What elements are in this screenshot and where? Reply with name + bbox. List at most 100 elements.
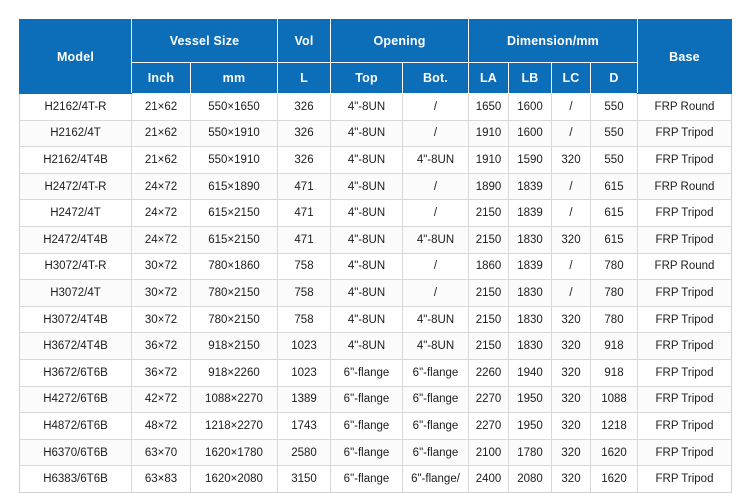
cell-base: FRP Tripod xyxy=(637,146,732,174)
cell-d: 1620 xyxy=(590,465,638,493)
cell-opening-bot: 6"-flange xyxy=(402,438,469,467)
cell-vol: 1743 xyxy=(277,412,331,440)
cell-mm: 780×2150 xyxy=(190,279,278,307)
cell-opening-top: 4"-8UN xyxy=(330,225,403,254)
cell-inch: 36×72 xyxy=(131,358,191,387)
cell-base: FRP Tripod xyxy=(637,119,732,148)
cell-inch: 36×72 xyxy=(131,332,191,360)
header-dimension: Dimension/mm xyxy=(468,19,638,63)
cell-base: FRP Tripod xyxy=(637,279,732,307)
cell-vol: 758 xyxy=(277,279,331,307)
cell-opening-bot: 6"-flange xyxy=(402,358,469,387)
cell-d: 1218 xyxy=(590,412,638,440)
cell-lb: 1839 xyxy=(508,172,552,201)
cell-model: H6370/6T6B xyxy=(19,438,132,467)
cell-lc: 320 xyxy=(551,332,591,360)
cell-model: H4872/6T6B xyxy=(19,412,132,440)
table-header: Model Vessel Size Vol Opening Dimension/… xyxy=(19,19,732,94)
cell-opening-top: 6"-flange xyxy=(330,385,403,414)
cell-inch: 63×83 xyxy=(131,465,191,493)
cell-mm: 550×1910 xyxy=(190,119,278,148)
cell-la: 1910 xyxy=(468,119,509,148)
header-la: LA xyxy=(468,62,509,94)
cell-opening-top: 6"-flange xyxy=(330,412,403,440)
cell-model: H2472/4T-R xyxy=(19,172,132,201)
cell-vol: 3150 xyxy=(277,465,331,493)
table-row: H2162/4T 21×62 550×1910 326 4"-8UN/1910 1600/… xyxy=(19,119,732,148)
cell-inch: 21×62 xyxy=(131,119,191,148)
cell-inch: 30×72 xyxy=(131,279,191,307)
cell-inch: 24×72 xyxy=(131,225,191,254)
cell-opening-bot: / xyxy=(402,199,469,227)
cell-lb: 1940 xyxy=(508,358,552,387)
cell-opening-bot: / xyxy=(402,279,469,307)
cell-d: 1088 xyxy=(590,385,638,414)
cell-model: H3072/4T xyxy=(19,279,132,307)
cell-base: FRP Round xyxy=(637,252,732,281)
cell-la: 2150 xyxy=(468,225,509,254)
cell-opening-top: 4"-8UN xyxy=(330,146,403,174)
cell-la: 2150 xyxy=(468,199,509,227)
cell-mm: 615×2150 xyxy=(190,225,278,254)
header-vol: Vol xyxy=(277,19,331,63)
table-row: H3072/4T 30×72 780×2150 758 4"-8UN/2150 1830/… xyxy=(19,279,732,307)
table-row: H2162/4T-R 21×62 550×1650 326 4"-8UN/1650 160… xyxy=(19,93,732,121)
header-base: Base xyxy=(637,19,732,94)
cell-inch: 21×62 xyxy=(131,146,191,174)
cell-model: H4272/6T6B xyxy=(19,385,132,414)
cell-model: H3072/4T-R xyxy=(19,252,132,281)
cell-la: 2100 xyxy=(468,438,509,467)
header-opening-top: Top xyxy=(330,62,403,94)
cell-lc: 320 xyxy=(551,438,591,467)
vessel-specification-table: Model Vessel Size Vol Opening Dimension/… xyxy=(19,19,732,493)
cell-la: 2260 xyxy=(468,358,509,387)
cell-mm: 550×1910 xyxy=(190,146,278,174)
cell-opening-top: 4"-8UN xyxy=(330,172,403,201)
cell-lc: / xyxy=(551,252,591,281)
cell-lc: / xyxy=(551,119,591,148)
cell-inch: 30×72 xyxy=(131,305,191,334)
cell-la: 1860 xyxy=(468,252,509,281)
table-row: H2472/4T-R 24×72 615×1890 471 4"-8UN/1890 183… xyxy=(19,172,732,201)
cell-d: 918 xyxy=(590,332,638,360)
cell-opening-bot: / xyxy=(402,252,469,281)
cell-lb: 1830 xyxy=(508,305,552,334)
cell-opening-bot: 6"-flange/ xyxy=(402,465,469,493)
cell-opening-bot: / xyxy=(402,172,469,201)
cell-mm: 550×1650 xyxy=(190,93,278,121)
cell-la: 2150 xyxy=(468,279,509,307)
cell-model: H3672/4T4B xyxy=(19,332,132,360)
cell-mm: 615×1890 xyxy=(190,172,278,201)
cell-inch: 42×72 xyxy=(131,385,191,414)
cell-mm: 1620×1780 xyxy=(190,438,278,467)
cell-la: 1910 xyxy=(468,146,509,174)
cell-lb: 1950 xyxy=(508,385,552,414)
cell-la: 2270 xyxy=(468,385,509,414)
cell-lc: / xyxy=(551,199,591,227)
cell-inch: 21×62 xyxy=(131,93,191,121)
cell-opening-bot: / xyxy=(402,119,469,148)
cell-opening-bot: 6"-flange xyxy=(402,385,469,414)
cell-opening-top: 4"-8UN xyxy=(330,119,403,148)
header-lc: LC xyxy=(551,62,591,94)
cell-base: FRP Tripod xyxy=(637,332,732,360)
cell-model: H2162/4T-R xyxy=(19,93,132,121)
cell-opening-top: 4"-8UN xyxy=(330,332,403,360)
header-lb: LB xyxy=(508,62,552,94)
cell-model: H3672/6T6B xyxy=(19,358,132,387)
cell-opening-top: 4"-8UN xyxy=(330,279,403,307)
cell-model: H2162/4T4B xyxy=(19,146,132,174)
cell-model: H2162/4T xyxy=(19,119,132,148)
cell-inch: 30×72 xyxy=(131,252,191,281)
cell-mm: 918×2150 xyxy=(190,332,278,360)
cell-vol: 471 xyxy=(277,199,331,227)
cell-mm: 780×2150 xyxy=(190,305,278,334)
cell-mm: 1088×2270 xyxy=(190,385,278,414)
table-row: H2162/4T4B 21×62 550×1910 326 4"-8UN 4"-8UN 19… xyxy=(19,146,732,174)
cell-d: 780 xyxy=(590,305,638,334)
table-row: H3072/4T-R 30×72 780×1860 758 4"-8UN/1860 183… xyxy=(19,252,732,281)
cell-lb: 1830 xyxy=(508,279,552,307)
cell-opening-top: 4"-8UN xyxy=(330,93,403,121)
cell-d: 615 xyxy=(590,199,638,227)
cell-vol: 2580 xyxy=(277,438,331,467)
